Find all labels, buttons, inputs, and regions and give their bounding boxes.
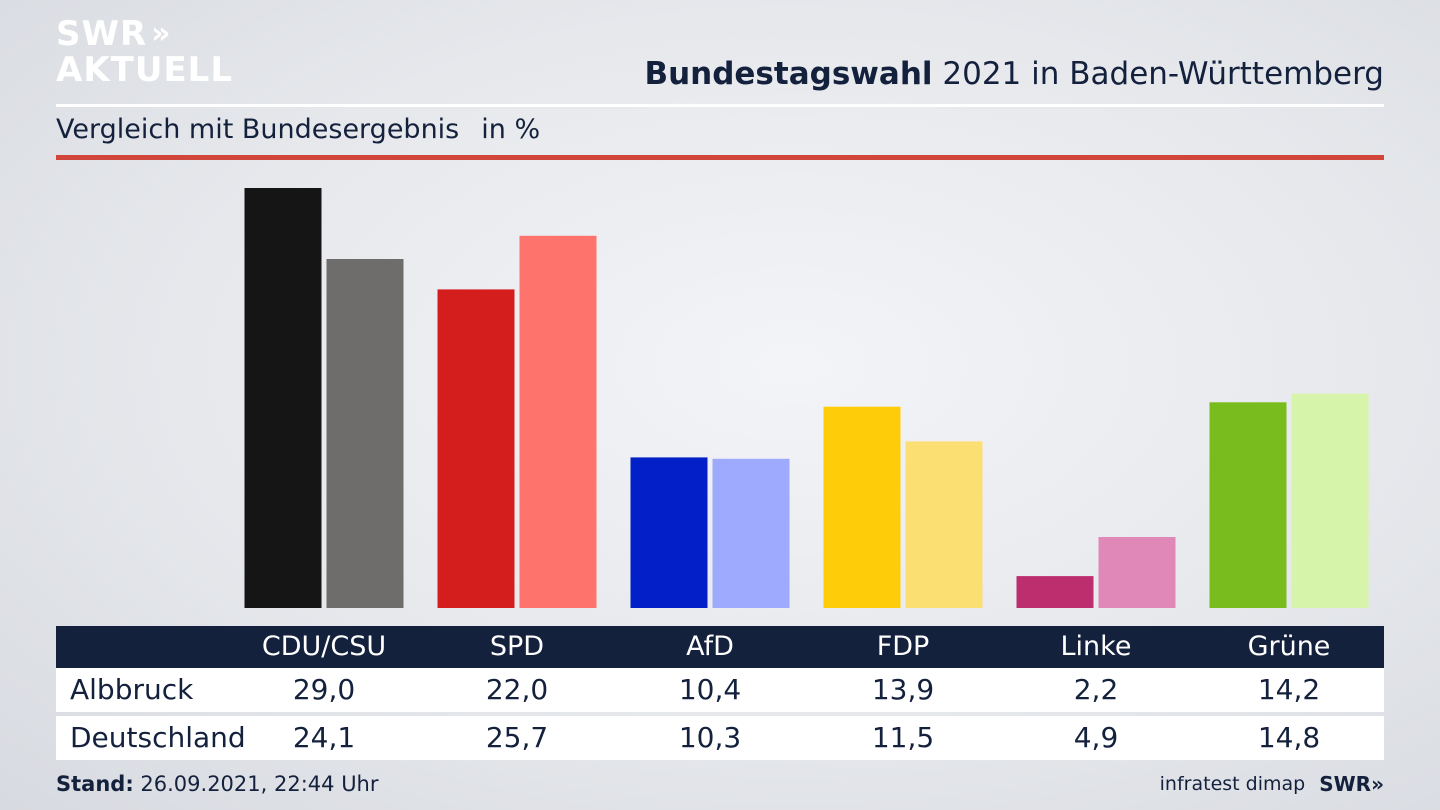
table-row-label: Deutschland: [70, 721, 246, 754]
table-cell-value: 24,1: [292, 721, 356, 754]
table-cell-value: 13,9: [871, 673, 935, 706]
table-cell-value: 4,9: [1073, 721, 1119, 754]
swr-brand-text: SWR: [1319, 772, 1372, 796]
table-header-row: CDU/CSU SPD AfD FDP Linke Grüne: [56, 626, 1384, 668]
table-header-cell: FDP: [876, 631, 930, 662]
bar-spd-albbruck: [437, 289, 515, 608]
timestamp: Stand: 26.09.2021, 22:44 Uhr: [56, 772, 379, 796]
subtitle-text: Vergleich mit Bundesergebnis: [56, 114, 460, 145]
bar-afd-albbruck: [630, 457, 708, 608]
source-text: infratest dimap: [1159, 773, 1306, 795]
logo-swr-text: SWR: [56, 14, 148, 54]
bar-grüne-albbruck: [1209, 402, 1287, 608]
table-cell-value: 25,7: [485, 721, 549, 754]
chart-subtitle: Vergleich mit Bundesergebnis in %: [56, 114, 540, 145]
title-divider: [56, 104, 1384, 107]
table-cell-value: 14,2: [1257, 673, 1321, 706]
table-cell-value: 10,3: [678, 721, 742, 754]
bar-linke-deutschland: [1098, 537, 1176, 608]
table-cell-value: 14,8: [1257, 721, 1321, 754]
table-header-cell: Grüne: [1247, 631, 1331, 662]
unit-label: in %: [481, 114, 541, 145]
table-header-cell: Linke: [1060, 631, 1132, 662]
bar-fdp-albbruck: [823, 406, 901, 608]
subtitle-divider: [56, 155, 1384, 160]
table-cell-value: 11,5: [871, 721, 935, 754]
bar-cdu-csu-deutschland: [326, 259, 404, 608]
chart-title-rest: 2021 in Baden-Württemberg: [942, 56, 1384, 92]
source-credit: infratest dimap SWR»: [1160, 772, 1384, 796]
swr-chevron-icon: »: [1371, 772, 1384, 796]
stand-label: Stand:: [56, 772, 134, 796]
table-row-deutschland: Deutschland 24,1 25,7 10,3 11,5 4,9 14,8: [56, 716, 1384, 760]
results-table: CDU/CSU SPD AfD FDP Linke Grüne Albbruck 29,0 2…: [56, 626, 1384, 760]
swr-brand: SWR»: [1319, 772, 1384, 796]
bar-cdu-csu-albbruck: [244, 188, 322, 608]
table-cell-value: 10,4: [678, 673, 742, 706]
bar-spd-deutschland: [519, 235, 597, 609]
table-row-label: Albbruck: [70, 673, 194, 706]
stand-value: 26.09.2021, 22:44 Uhr: [140, 772, 379, 796]
chart-title: Bundestagswahl 2021 in Baden-Württemberg: [644, 56, 1384, 92]
swr-aktuell-logo: SWR» AKTUELL: [56, 16, 233, 88]
table-header-cell: SPD: [489, 631, 545, 662]
table-header-cell: CDU/CSU: [261, 631, 387, 662]
table-header-cell: AfD: [686, 631, 734, 662]
bar-afd-deutschland: [712, 458, 790, 608]
bar-grüne-deutschland: [1291, 393, 1369, 608]
table-cell-value: 22,0: [485, 673, 549, 706]
table-cell-value: 29,0: [292, 673, 356, 706]
table-row-albbruck: Albbruck 29,0 22,0 10,4 13,9 2,2 14,2: [56, 668, 1384, 712]
bar-linke-albbruck: [1016, 576, 1094, 608]
chart-title-bold: Bundestagswahl: [644, 56, 933, 92]
table-cell-value: 2,2: [1073, 673, 1119, 706]
logo-aktuell-text: AKTUELL: [56, 50, 234, 90]
bar-fdp-deutschland: [905, 441, 983, 608]
